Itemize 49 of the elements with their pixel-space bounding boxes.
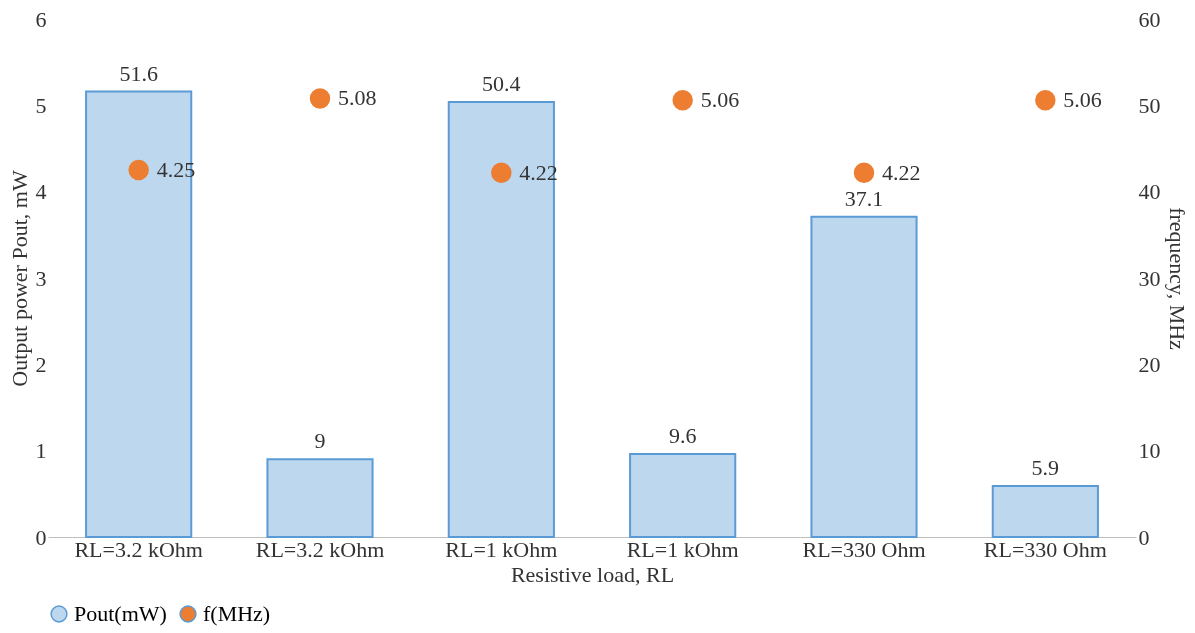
y2-tick-label: 0 (1138, 524, 1150, 550)
data-label: 4.25 (156, 157, 196, 183)
x-tick-label: RL=1 kOhm (445, 536, 558, 562)
y-tick-label: 4 (35, 179, 47, 205)
y-tick-label: 3 (35, 265, 47, 291)
y2-tick-label: 40 (1138, 179, 1161, 205)
legend-label: Pout(mW) (74, 601, 167, 626)
x-tick-label: RL=3.2 kOhm (255, 536, 385, 562)
bar (447, 100, 555, 538)
x-tick-label: RL=1 kOhm (626, 536, 739, 562)
bar (810, 215, 918, 538)
x-tick-label: RL=330 Ohm (802, 536, 926, 562)
y2-axis-title: frequency, MHz (1164, 207, 1190, 351)
point (128, 159, 149, 181)
x-tick-label: RL=330 Ohm (983, 536, 1107, 562)
data-label: 4.22 (882, 159, 921, 185)
y-tick-label: 2 (35, 351, 47, 377)
data-label: 5.08 (338, 85, 377, 111)
y2-tick-label: 50 (1138, 92, 1161, 118)
point (853, 162, 875, 183)
y2-tick-label: 60 (1138, 6, 1161, 32)
y-tick-label: 6 (35, 6, 47, 32)
x-tick-label: RL=3.2 kOhm (74, 536, 203, 562)
point (309, 88, 331, 109)
y-tick-label: 1 (35, 438, 47, 464)
data-label: 51.6 (119, 60, 158, 86)
data-label: 5.06 (1063, 87, 1102, 113)
y2-tick-label: 10 (1138, 438, 1161, 464)
y-tick-label: 5 (35, 92, 47, 118)
data-label: 50.4 (482, 70, 521, 96)
bar (85, 90, 193, 538)
legend-label: f(MHz) (203, 601, 271, 626)
y-tick-label: 0 (35, 524, 47, 550)
y2-tick-label: 30 (1138, 265, 1161, 291)
y-axis-title: Output power Pout, mW (6, 170, 32, 387)
data-label: 5.9 (1031, 455, 1060, 481)
point (1035, 89, 1056, 111)
y2-tick-label: 20 (1138, 351, 1161, 377)
data-label: 37.1 (844, 185, 884, 211)
bar (629, 453, 737, 538)
x-axis-title: Resistive load, RL (510, 561, 675, 587)
data-label: 9.6 (668, 423, 697, 449)
data-label: 9 (314, 428, 326, 454)
point (491, 162, 512, 183)
data-label: 4.22 (519, 159, 558, 185)
bar (266, 458, 374, 538)
data-label: 5.06 (700, 87, 740, 113)
point (672, 89, 693, 111)
bar (991, 485, 1099, 538)
